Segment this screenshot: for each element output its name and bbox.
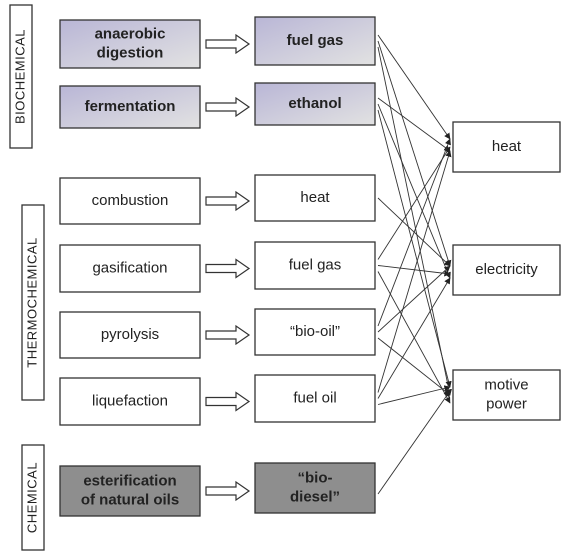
product-label: fuel gas [287,32,344,49]
process [59,85,201,129]
output-label: electricity [475,261,538,278]
connector [377,103,451,279]
connector [377,277,451,399]
group-box [9,4,33,149]
connector [377,265,451,277]
group-label: THERMOCHEMICAL [24,237,39,368]
connector [377,146,451,260]
group-box [21,444,45,551]
product-label: “bio-oil” [290,323,340,340]
product-label: heat [300,189,330,206]
hollow-arrow [205,391,251,412]
process-label: esterification [83,472,176,489]
process [59,19,201,69]
connector [377,97,451,152]
product [254,462,376,514]
output [452,121,561,173]
output-label: heat [492,138,522,155]
output-label: motive [484,376,528,393]
output [452,244,561,296]
output-label: power [486,395,527,412]
group-label: CHEMICAL [24,462,39,533]
product [254,82,376,126]
connector [377,34,451,140]
product [254,241,376,290]
connector [377,138,451,327]
hollow-arrow [205,480,251,502]
process-label: anaerobic [95,25,166,42]
connector [377,150,452,393]
process [59,244,201,293]
process-label: combustion [92,192,169,209]
product [254,308,376,356]
process-label: of natural oils [81,491,179,508]
process-label: liquefaction [92,392,168,409]
hollow-arrow [205,324,251,346]
process [59,311,201,359]
connector [377,390,451,495]
hollow-arrow [205,258,251,279]
connector [377,40,452,267]
hollow-arrow [205,33,251,55]
connector [377,385,451,405]
product [254,374,376,423]
connector [377,271,451,404]
product-label: “bio- [298,469,333,486]
process [59,377,201,426]
connector [377,109,452,388]
connector [377,265,451,333]
hollow-arrow [205,96,251,118]
product [254,16,376,66]
product-label: fuel oil [293,389,336,406]
product-label: fuel gas [289,256,342,273]
process-label: fermentation [85,98,176,115]
process [59,177,201,225]
process-label: pyrolysis [101,326,159,343]
process-label: gasification [92,259,167,276]
process-label: digestion [97,44,164,61]
process [59,465,201,517]
group-box [21,204,45,401]
connector [377,46,452,396]
hollow-arrow [205,190,251,212]
connector [377,337,451,396]
output [452,369,561,421]
product-label: ethanol [288,95,341,112]
product-label: diesel” [290,488,340,505]
group-label: BIOCHEMICAL [12,29,27,124]
product [254,174,376,222]
